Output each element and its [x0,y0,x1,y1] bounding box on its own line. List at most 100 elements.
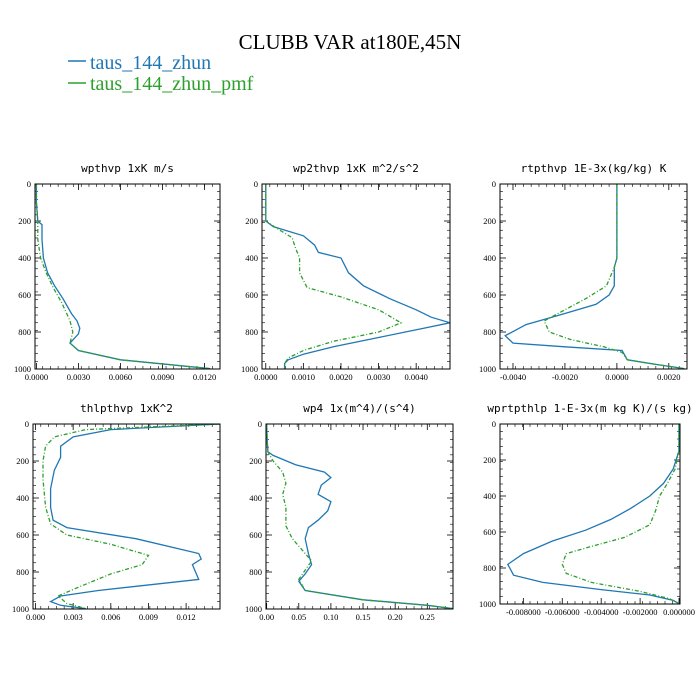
plot-frame [499,423,681,605]
x-tick-label: 0.000 [26,612,45,622]
plot-frame [265,423,454,610]
panel-title-4: wp4 1x(m^4)/(s^4) [303,402,416,415]
legend-label-1: taus_144_zhun_pmf [90,73,254,95]
x-tick-label: 0.009 [139,612,158,622]
y-tick-label: 400 [16,493,29,503]
legend-label-0: taus_144_zhun [90,52,211,74]
panel-2: rtpthvp 1E-3x(kg/kg) K -0.0040 -0.0020 0.00… [479,162,688,382]
y-tick-label: 800 [483,327,496,337]
x-tick-label: 0.003 [64,612,83,622]
panels-group: wpthvp 1xK m/s0.0000 0.0030 0.0060 0.0090 0.… [12,162,695,622]
x-tick-label: 0.25 [420,612,435,622]
x-tick-label: 0.0020 [329,372,352,382]
y-tick-label: 0 [258,419,262,429]
y-tick-label: 800 [16,567,29,577]
y-tick-label: 200 [483,216,496,226]
x-tick-label: 0.0060 [109,372,132,382]
y-tick-label: 800 [249,567,262,577]
y-tick-label: 0 [492,179,496,189]
x-tick-label: 0.05 [291,612,306,622]
x-tick-label: -0.0020 [552,372,578,382]
plot-frame [499,183,688,370]
x-tick-label: 0.0000 [25,372,48,382]
x-tick-label: -0.006000 [545,607,580,617]
series-line-0 [504,184,685,369]
y-tick-label: 0 [27,179,31,189]
panel-title-2: rtpthvp 1E-3x(kg/kg) K [521,162,667,175]
panel-1: wp2thvp 1xK m^2/s^2 0.0000 0.0010 0.0020 0.0… [241,162,451,382]
x-tick-label: 0.000000 [663,607,695,617]
series-line-0 [506,424,680,604]
x-tick-label: 0.0010 [292,372,315,382]
y-tick-label: 400 [483,253,496,263]
x-tick-label: 0.012 [177,612,196,622]
x-tick-label: 0.00 [259,612,274,622]
y-tick-label: 200 [16,456,29,466]
y-tick-label: 600 [483,290,496,300]
y-tick-label: 600 [245,290,258,300]
y-tick-label: 1000 [245,604,262,614]
panel-0: wpthvp 1xK m/s 0.0000 0.0030 0.0060 0.0090 0.… [14,162,221,382]
y-tick-label: 200 [18,216,31,226]
x-tick-label: 0.0040 [404,372,427,382]
x-tick-label: 0.0020 [657,372,680,382]
y-tick-label: 200 [245,216,258,226]
y-tick-label: 1000 [14,364,31,374]
y-tick-label: 0 [492,419,496,429]
y-tick-label: 800 [18,327,31,337]
figure-title: CLUBB VAR at180E,45N [239,30,462,54]
panel-3: thlpthvp 1xK^2 0.000 0.003 0.006 0.009 0.012 0… [12,402,221,622]
series-line-0 [265,184,450,369]
y-tick-label: 800 [245,327,258,337]
y-tick-label: 800 [483,563,496,573]
panel-title-0: wpthvp 1xK m/s [81,162,174,175]
x-tick-label: -0.002000 [623,607,658,617]
x-tick-label: 0.0000 [254,372,277,382]
y-tick-label: 200 [483,455,496,465]
x-tick-label: -0.0040 [500,372,526,382]
series-line-1 [42,424,220,609]
y-tick-label: 400 [245,253,258,263]
y-tick-label: 600 [18,290,31,300]
x-tick-label: -0.008000 [506,607,541,617]
y-tick-label: 0 [254,179,258,189]
series-line-1 [265,184,403,369]
series-line-0 [266,424,453,609]
y-tick-label: 400 [249,493,262,503]
x-tick-label: 0.0030 [67,372,90,382]
plot-frame [261,183,451,370]
panel-4: wp4 1x(m^4)/(s^4) 0.00 0.05 0.10 0.15 0.20 0.2… [245,402,454,622]
x-tick-label: 0.15 [356,612,371,622]
x-tick-label: 0.0120 [193,372,216,382]
x-tick-label: 0.006 [101,612,120,622]
y-tick-label: 1000 [241,364,258,374]
series-line-0 [35,184,211,369]
y-tick-label: 600 [249,530,262,540]
series-line-1 [266,424,453,609]
panel-title-5: wprtpthlp 1-E-3x(m kg K)/(s kg) [487,402,692,415]
legend: taus_144_zhun taus_144_zhun_pmf [68,52,254,95]
series-line-1 [35,184,211,369]
x-tick-label: 0.10 [323,612,338,622]
plot-frame [34,183,221,370]
x-tick-label: 0.0000 [605,372,628,382]
y-tick-label: 400 [18,253,31,263]
y-tick-label: 200 [249,456,262,466]
y-tick-label: 600 [16,530,29,540]
series-line-0 [49,424,220,609]
panel-5: wprtpthlp 1-E-3x(m kg K)/(s kg) -0.008000… [479,402,695,617]
plot-frame [32,423,221,610]
y-tick-label: 0 [25,419,29,429]
x-tick-label: -0.004000 [584,607,619,617]
panel-title-1: wp2thvp 1xK m^2/s^2 [293,162,419,175]
x-tick-label: 0.20 [388,612,403,622]
y-tick-label: 1000 [479,599,496,609]
y-tick-label: 400 [483,491,496,501]
y-tick-label: 1000 [479,364,496,374]
y-tick-label: 600 [483,527,496,537]
x-tick-label: 0.0090 [151,372,174,382]
panel-title-3: thlpthvp 1xK^2 [80,402,173,415]
y-tick-label: 1000 [12,604,29,614]
x-tick-label: 0.0030 [367,372,390,382]
